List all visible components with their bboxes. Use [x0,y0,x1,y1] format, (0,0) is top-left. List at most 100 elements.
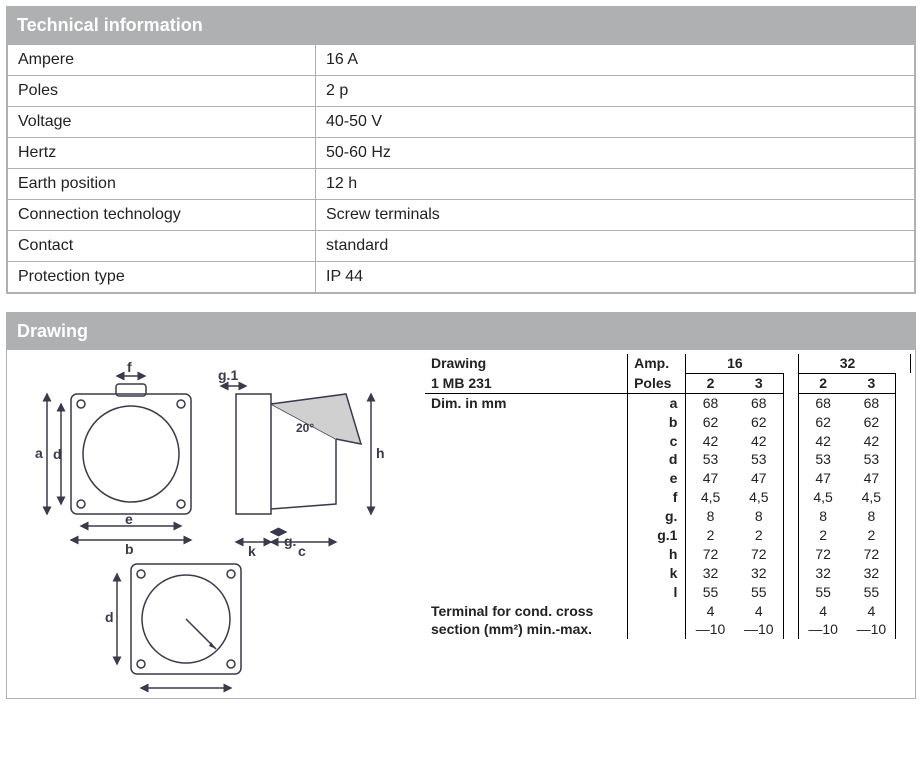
svg-text:k: k [248,543,256,559]
dim-label-col [425,583,628,602]
dim-val: 62 [798,413,847,432]
dim-val: 62 [847,413,896,432]
dim-row: g.12222 [425,526,911,545]
dim-val: 4,5 [735,488,784,507]
dim-val: 8 [735,507,784,526]
dim-val: 62 [735,413,784,432]
dim-val: 8 [847,507,896,526]
dim-val: 68 [847,393,896,412]
spec-key: Contact [8,231,316,262]
dim-label-col [425,488,628,507]
spec-val: Screw terminals [316,200,915,231]
table-row: Poles2 p [8,76,915,107]
dim-val: 42 [686,432,735,451]
dim-val: 55 [798,583,847,602]
svg-text:h: h [376,445,385,461]
dim-val: 72 [847,545,896,564]
dim-val: 47 [735,469,784,488]
svg-text:b: b [125,541,134,557]
dim-label-col [425,545,628,564]
spec-val: standard [316,231,915,262]
svg-text:g.: g. [284,533,296,549]
spec-val: 12 h [316,169,915,200]
dim-label-col [425,526,628,545]
table-row: Protection typeIP 44 [8,262,915,293]
dim-row: c42424242 [425,432,911,451]
dim-label-col [425,432,628,451]
dim-val: 68 [798,393,847,412]
spec-val: 2 p [316,76,915,107]
dim-val: 72 [798,545,847,564]
dim-val: 47 [686,469,735,488]
dim-val: 42 [847,432,896,451]
dimensions-table: Drawing Amp. 16 32 1 MB 231 Poles 2 3 2 … [425,354,911,639]
table-row: Voltage40-50 V [8,107,915,138]
spec-val: 16 A [316,45,915,76]
dim-val: 72 [686,545,735,564]
dim-label-col: Dim. in mm [425,393,628,412]
svg-text:f: f [127,359,132,375]
svg-text:e: e [125,511,133,527]
dim-letter: l [628,583,686,602]
dim-letter: f [628,488,686,507]
dim-val: 55 [847,583,896,602]
dim-row: e47474747 [425,469,911,488]
dim-row: h72727272 [425,545,911,564]
dim-letter: a [628,393,686,412]
table-row: Connection technologyScrew terminals [8,200,915,231]
dim-val: 8 [686,507,735,526]
dim-val: 2 [735,526,784,545]
svg-text:d: d [105,609,114,625]
dim-val: 72 [735,545,784,564]
dim-val: 47 [798,469,847,488]
dim-label-col [425,413,628,432]
dim-val: 53 [798,450,847,469]
drawing-section: Drawing [6,312,916,699]
dim-val: 32 [798,564,847,583]
dim-letter: c [628,432,686,451]
spec-key: Protection type [8,262,316,293]
dim-letter: e [628,469,686,488]
dim-val: 53 [686,450,735,469]
drawing-title: Drawing [7,313,915,350]
dim-val: 4,5 [847,488,896,507]
dim-letter: d [628,450,686,469]
spec-val: 40-50 V [316,107,915,138]
dim-val: 2 [686,526,735,545]
dim-val: 62 [686,413,735,432]
dim-row: f4,54,54,54,5 [425,488,911,507]
dim-row: d53535353 [425,450,911,469]
dim-val: 53 [847,450,896,469]
dim-val: 8 [798,507,847,526]
spec-key: Connection technology [8,200,316,231]
dim-letter: g.1 [628,526,686,545]
dim-label-col [425,469,628,488]
dimensions-table-wrap: Drawing Amp. 16 32 1 MB 231 Poles 2 3 2 … [425,354,911,694]
dim-row: k32323232 [425,564,911,583]
spec-key: Earth position [8,169,316,200]
spec-key: Ampere [8,45,316,76]
dim-label-col [425,450,628,469]
dim-val: 32 [686,564,735,583]
dim-val: 53 [735,450,784,469]
technical-info-title: Technical information [7,7,915,44]
dim-val: 55 [686,583,735,602]
dim-val: 68 [686,393,735,412]
svg-text:e: e [181,689,189,694]
spec-val: 50-60 Hz [316,138,915,169]
dim-letter: b [628,413,686,432]
technical-info-section: Technical information Ampere16 APoles2 p… [6,6,916,294]
technical-info-table: Ampere16 APoles2 pVoltage40-50 VHertz50-… [7,44,915,293]
dim-val: 2 [798,526,847,545]
table-row: Contactstandard [8,231,915,262]
dim-val: 4,5 [798,488,847,507]
svg-text:d: d [53,446,62,462]
dim-val: 42 [735,432,784,451]
svg-text:g.1: g.1 [218,367,238,383]
dim-row: b62626262 [425,413,911,432]
dim-label-col [425,564,628,583]
dim-val: 47 [847,469,896,488]
svg-text:20°: 20° [296,421,314,435]
dim-letter: k [628,564,686,583]
table-row: Hertz50-60 Hz [8,138,915,169]
